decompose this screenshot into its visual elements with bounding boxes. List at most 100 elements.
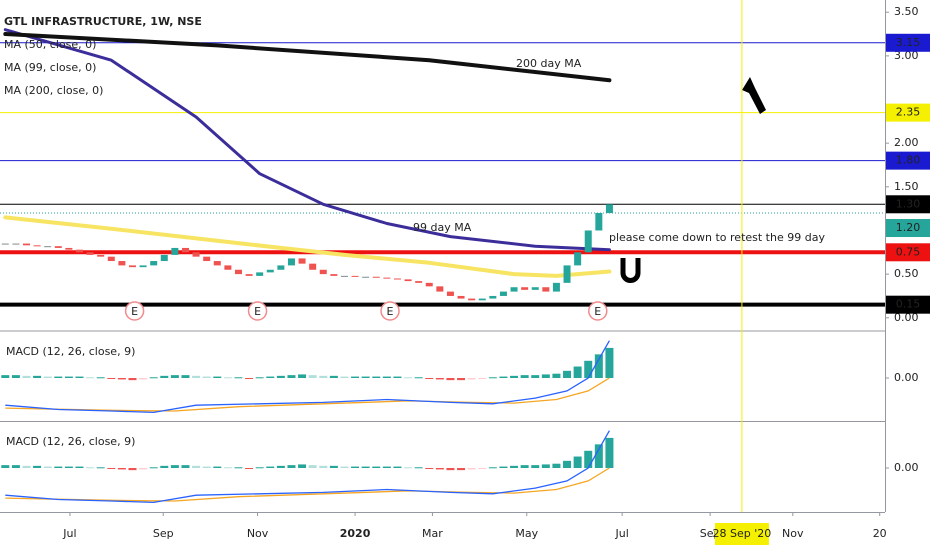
candle-body [256,272,264,276]
histogram-bar [139,378,148,380]
earnings-label: E [387,305,394,318]
histogram-bar [117,378,126,380]
histogram-bar [223,377,232,379]
histogram-bar [382,376,391,378]
indicator-title: MACD (12, 26, close, 9) [6,345,135,358]
histogram-bar [33,465,42,468]
histogram-bar [33,375,42,378]
y-tick-label: 0.00 [894,461,919,474]
candle-body [160,254,168,262]
histogram-bar [86,467,95,469]
histogram-bar [488,377,497,379]
histogram-bar [1,465,10,468]
histogram-bar [488,467,497,469]
earnings-marker [588,301,608,321]
candle-body [213,261,221,266]
level-label: 1.80 [896,154,921,167]
candle-body [510,287,518,292]
level-label-box [886,219,930,238]
histogram-bar [64,376,73,378]
histogram-bar [160,465,169,468]
histogram-bar [594,444,603,468]
histogram-bar [86,377,95,379]
chart-title: GTL INFRASTRUCTURE, 1W, NSE [4,15,202,28]
histogram-bar [308,465,317,468]
macd-line [5,430,610,504]
histogram-bar [435,378,444,380]
histogram-bar [11,375,20,378]
candle-body [584,230,592,253]
y-tick-label: 0.00 [894,311,919,324]
candle-body [415,281,423,283]
candle-body [574,252,582,266]
moving-average-line [3,215,612,278]
histogram-bar [266,376,275,378]
histogram-bar [467,378,476,380]
histogram-bar [584,450,593,468]
earnings-label: E [594,305,601,318]
histogram-bar [414,467,423,469]
histogram-bar [11,465,20,468]
histogram-bar [192,375,201,378]
candle-body [203,256,211,262]
legend-entry: MA (99, close, 0) [4,61,96,74]
histogram-bar [298,464,307,468]
x-tick-label: Jul [62,527,76,540]
date-marker-label: 28 Sep '20 [713,527,772,540]
histogram-bar [75,466,84,468]
histogram-bar [605,437,614,468]
histogram-bar [467,468,476,470]
candle-body [277,265,285,270]
candle-body [372,276,380,278]
histogram-bar [372,376,381,378]
histogram-bar [149,467,158,469]
macd-pane [1,340,614,414]
histogram-bar [329,375,338,378]
histogram-bar [234,467,243,469]
histogram-bar [446,468,455,471]
candle-body [468,298,476,301]
histogram-bar [107,378,116,379]
histogram-bar [54,466,63,468]
histogram-bar [245,468,254,469]
candle-body [171,247,179,255]
histogram-bar [181,375,190,378]
candle-body [118,261,126,266]
annotation: 200 day MA [516,57,582,70]
candle-body [351,275,359,277]
candle-body [234,269,242,275]
candle-body [489,295,497,299]
candle-body [362,276,370,278]
candle-body [383,277,391,279]
legend-entry: MA (200, close, 0) [4,84,103,97]
histogram-bar [404,377,413,379]
histogram-bar [393,466,402,468]
histogram-bar [213,466,222,468]
candle-body [595,213,603,231]
histogram-bar [234,377,243,379]
histogram-bar [584,360,593,378]
candle-body [33,245,41,247]
level-label: 1.30 [896,197,921,210]
histogram-bar [308,375,317,378]
candle-body [266,269,274,273]
x-tick-label: Nov [782,527,804,540]
moving-average-line [3,28,611,252]
histogram-bar [128,378,137,381]
histogram-bar [329,465,338,468]
indicator-title: MACD (12, 26, close, 9) [6,435,135,448]
histogram-bar [510,465,519,468]
histogram-bar [75,376,84,378]
histogram-bar [457,468,466,471]
histogram-bar [181,465,190,468]
candle-body [393,278,401,280]
candle-body [12,243,20,245]
histogram-bar [117,468,126,470]
histogram-bar [361,466,370,468]
candle-body [330,274,338,276]
histogram-bar [425,378,434,379]
candle-body [192,252,200,257]
histogram-bar [287,465,296,468]
candle-body [531,287,539,290]
histogram-bar [605,347,614,378]
